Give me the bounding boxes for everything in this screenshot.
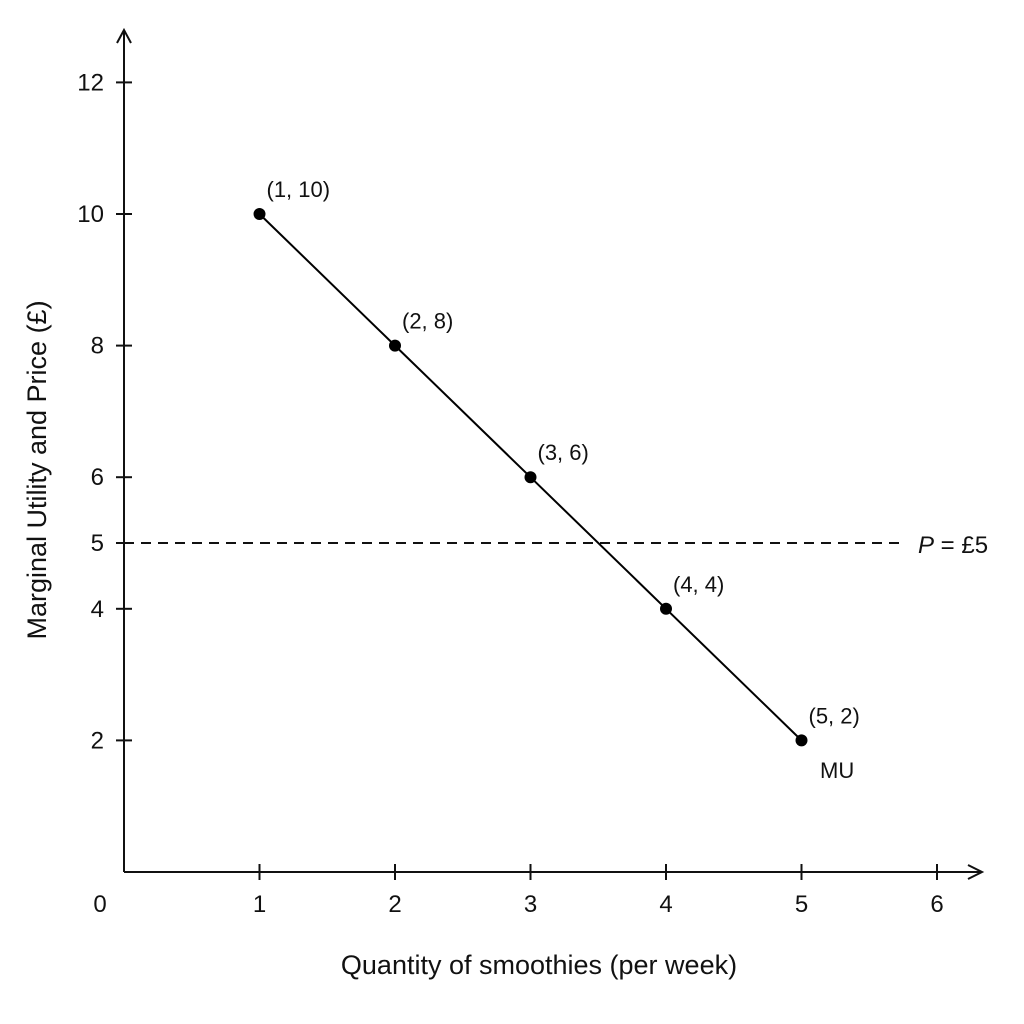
x-tick-label: 3	[524, 891, 537, 918]
y-ticks: 2 4 5 6 8 10 12	[77, 69, 132, 754]
y-tick-label: 8	[91, 333, 104, 360]
price-line-label-rest: = £5	[934, 532, 988, 559]
price-line-label-var: P	[918, 532, 934, 559]
x-axis-arrow	[967, 864, 985, 880]
mu-point	[660, 602, 672, 615]
origin-label: 0	[93, 891, 106, 918]
y-tick-label: 10	[77, 201, 104, 228]
x-tick-label: 2	[388, 891, 401, 918]
mu-point	[389, 339, 401, 352]
mu-point-label: (3, 6)	[538, 440, 589, 465]
x-axis-title: Quantity of smoothies (per week)	[341, 950, 737, 980]
mu-series-label: MU	[820, 758, 854, 783]
mu-point-label: (4, 4)	[673, 572, 724, 597]
y-axis-arrow	[116, 27, 132, 44]
mu-point-label: (2, 8)	[402, 309, 453, 334]
mu-point	[253, 208, 266, 220]
y-tick-label: 4	[91, 596, 104, 623]
point-labels: (1, 10) (2, 8) (3, 6) (4, 4) (5, 2)	[267, 177, 860, 728]
price-line-label: P = £5	[918, 532, 988, 559]
x-ticks: 1 2 3 4 5 6	[253, 864, 944, 918]
x-tick-label: 5	[795, 891, 808, 918]
y-tick-label: 6	[91, 464, 104, 491]
mu-point-label: (5, 2)	[809, 703, 860, 728]
y-axis-title: Marginal Utility and Price (£)	[22, 300, 52, 639]
mu-point	[795, 734, 808, 747]
y-tick-label: 5	[91, 530, 104, 557]
y-tick-label: 12	[77, 69, 104, 96]
mu-point	[524, 471, 537, 484]
x-tick-label: 1	[253, 891, 266, 918]
mu-point-label: (1, 10)	[267, 177, 331, 202]
series-points	[253, 208, 808, 747]
x-tick-label: 6	[930, 891, 943, 918]
x-tick-label: 4	[659, 891, 672, 918]
y-tick-label: 2	[91, 727, 104, 754]
